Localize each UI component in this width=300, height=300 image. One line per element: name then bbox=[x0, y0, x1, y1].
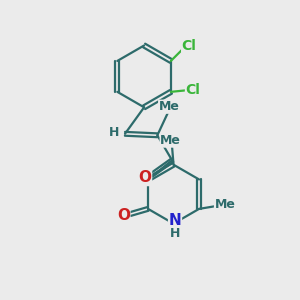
Text: Me: Me bbox=[159, 100, 180, 113]
Text: H: H bbox=[109, 126, 119, 139]
Text: Me: Me bbox=[214, 198, 236, 211]
Text: Cl: Cl bbox=[182, 39, 196, 53]
Text: O: O bbox=[139, 170, 152, 185]
Text: H: H bbox=[170, 226, 180, 239]
Text: Cl: Cl bbox=[185, 83, 200, 98]
Text: Me: Me bbox=[160, 134, 181, 147]
Text: O: O bbox=[117, 208, 130, 223]
Text: N: N bbox=[169, 213, 182, 228]
